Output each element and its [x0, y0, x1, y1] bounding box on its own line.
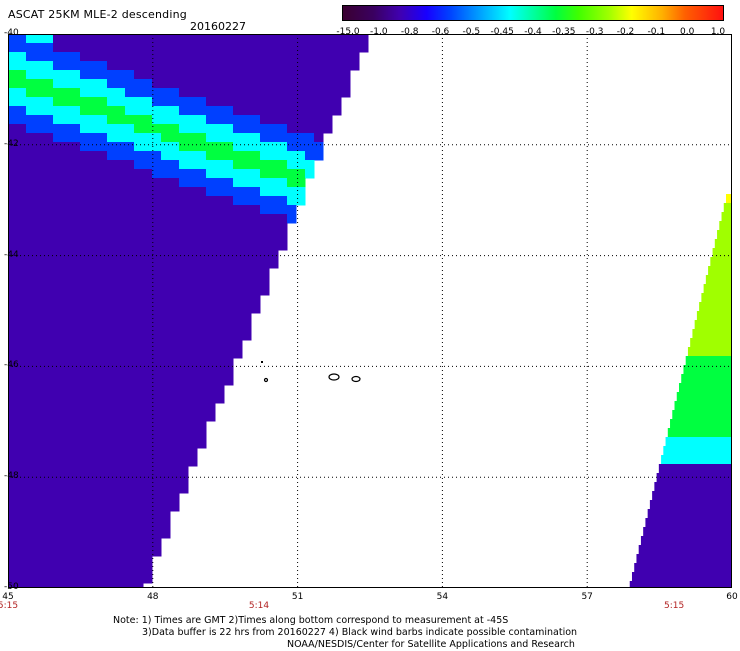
longitude-label: 57 [581, 592, 593, 602]
colorbar-tick-label: -0.2 [616, 27, 635, 37]
color-scale-bar [342, 5, 724, 21]
chart-title: ASCAT 25KM MLE-2 descending [8, 8, 187, 21]
colorbar-tick-label: -0.45 [490, 27, 514, 37]
longitude-label: 48 [147, 592, 159, 602]
latitude-label: -40 [4, 28, 19, 38]
colorbar-tick-label: 0.0 [679, 27, 695, 37]
note-line-2: 3)Data buffer is 22 hrs from 20160227 4)… [142, 627, 578, 638]
note-line-3: NOAA/NESDIS/Center for Satellite Applica… [287, 639, 575, 650]
swath-time-label: 5:14 [248, 601, 270, 611]
lat-lon-grid [8, 34, 732, 588]
longitude-label: 51 [291, 592, 304, 602]
colorbar-tick-label: -0.1 [647, 27, 666, 37]
colorbar-tick-label: -0.6 [431, 27, 450, 37]
colorbar-tick-label: -15.0 [336, 27, 360, 37]
chart-date: 20160227 [190, 20, 246, 33]
colorbar-tick-label: -0.35 [552, 27, 576, 37]
swath-left [8, 34, 369, 588]
swath-time-label: 5:15 [0, 601, 19, 611]
swath-time-label: 5:15 [663, 601, 685, 611]
colorbar-tick-label: -1.0 [370, 27, 388, 37]
map-frame [8, 34, 732, 588]
longitude-label: 60 [726, 592, 738, 602]
longitude-label: 45 [2, 592, 14, 602]
colorbar-tick-label: -0.8 [400, 27, 419, 37]
colorbar-tick-label: -0.3 [585, 27, 604, 37]
latitude-label: -44 [4, 249, 19, 260]
latitude-label: -46 [4, 360, 19, 371]
colorbar-tick-label: -0.4 [524, 27, 542, 37]
island-outlines [261, 361, 361, 383]
colorbar-tick-label: -0.5 [462, 27, 481, 37]
latitude-label: -48 [4, 471, 19, 482]
latitude-label: -42 [4, 138, 19, 149]
swath-map [8, 34, 732, 588]
notes-block: Note: 1) Times are GMT 2)Times along bot… [113, 615, 577, 651]
longitude-label: 54 [436, 592, 449, 602]
swath-right [629, 194, 732, 588]
note-line-1: Note: 1) Times are GMT 2)Times along bot… [113, 615, 509, 626]
colorbar-tick-label: 1.0 [710, 27, 726, 37]
latitude-label: -50 [4, 582, 19, 592]
